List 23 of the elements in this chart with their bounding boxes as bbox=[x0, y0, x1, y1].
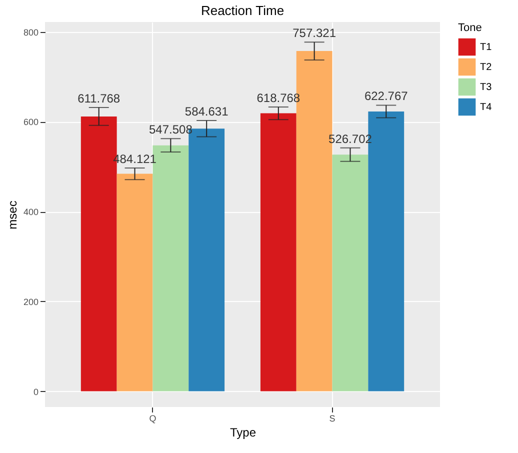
legend-label: T2 bbox=[480, 62, 492, 73]
data-label: 757.321 bbox=[292, 26, 336, 40]
data-label: 584.631 bbox=[184, 104, 229, 119]
bar bbox=[260, 113, 296, 392]
y-tick-label: 600 bbox=[23, 117, 38, 128]
y-tick-label: 400 bbox=[23, 207, 38, 218]
y-tick-label: 800 bbox=[23, 27, 38, 38]
bar bbox=[332, 154, 368, 392]
legend-label: T1 bbox=[480, 42, 492, 53]
y-axis-title: msec bbox=[5, 200, 20, 230]
legend-label: T4 bbox=[480, 102, 492, 113]
x-tick-label: Q bbox=[149, 414, 156, 424]
y-tick-label: 200 bbox=[23, 296, 38, 307]
bar bbox=[116, 174, 153, 392]
data-label: 622.767 bbox=[364, 89, 408, 104]
chart-title: Reaction Time bbox=[200, 3, 284, 18]
legend-title: Tone bbox=[458, 22, 482, 34]
data-label: 547.508 bbox=[148, 122, 193, 137]
data-label: 611.768 bbox=[78, 91, 120, 106]
x-tick-label: S bbox=[329, 414, 336, 424]
x-axis-title: Type bbox=[230, 426, 256, 440]
y-tick-label: 0 bbox=[33, 386, 38, 397]
legend-label: T3 bbox=[480, 82, 492, 93]
